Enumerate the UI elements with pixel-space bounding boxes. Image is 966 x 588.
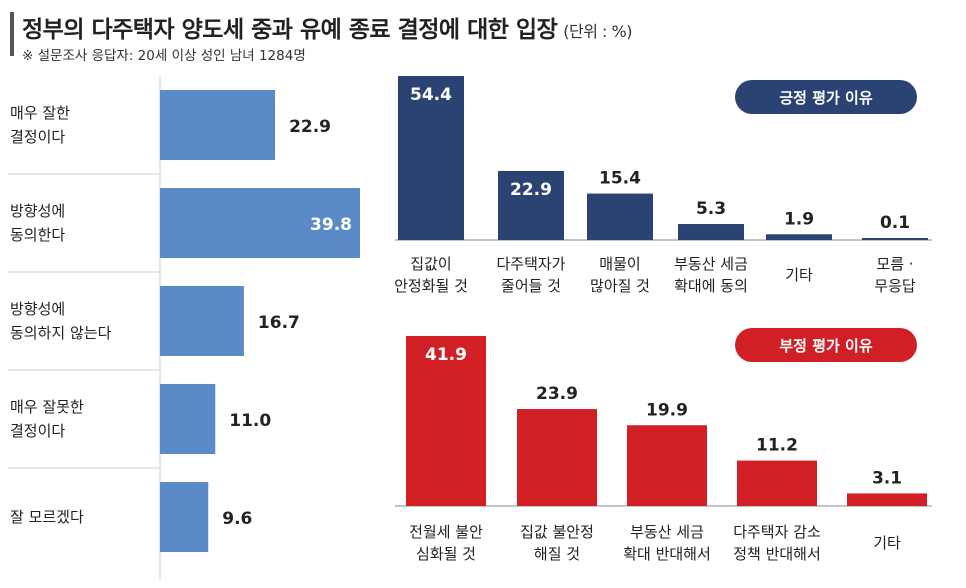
positive-title: 긍정 평가 이유 xyxy=(779,89,872,107)
left-value-label: 16.7 xyxy=(258,313,300,333)
positive-value-label: 5.3 xyxy=(696,199,726,219)
left-category-label: 방향성에 동의한다 xyxy=(10,202,65,244)
positive-category-label: 집값이 안정화될 것 xyxy=(394,255,468,295)
left-bar xyxy=(160,384,216,454)
positive-value-label: 54.4 xyxy=(410,85,452,105)
negative-category-label: 다주택자 감소 정책 반대해서 xyxy=(733,523,821,563)
negative-bar xyxy=(737,460,817,506)
positive-category-label: 매물이 많아질 것 xyxy=(590,255,650,295)
positive-category-label: 부동산 세금 확대에 동의 xyxy=(674,255,748,295)
positive-bar xyxy=(398,76,464,240)
negative-bar xyxy=(627,425,707,506)
left-bar xyxy=(160,482,209,552)
positive-bar xyxy=(678,224,744,240)
positive-bar xyxy=(498,170,564,240)
positive-bar xyxy=(766,234,832,240)
left-category-label: 매우 잘못한 결정이다 xyxy=(10,398,84,440)
negative-category-label: 전월세 불안 심화될 것 xyxy=(409,523,483,563)
negative-category-label: 집값 불안정 해질 것 xyxy=(520,523,594,563)
positive-title-pill xyxy=(735,80,917,114)
negative-value-label: 19.9 xyxy=(646,400,688,420)
left-category-label: 잘 모르겠다 xyxy=(10,508,84,526)
positive-category-label: 기타 xyxy=(785,266,813,284)
page-title: 정부의 다주택자 양도세 중과 유예 종료 결정에 대한 입장 (단위 : %) xyxy=(22,17,632,43)
negative-title: 부정 평가 이유 xyxy=(779,337,872,355)
positive-value-label: 15.4 xyxy=(599,169,641,189)
left-value-label: 11.0 xyxy=(229,411,271,431)
survey-note: ※ 설문조사 응답자: 20세 이상 성인 남녀 1284명 xyxy=(22,48,306,64)
negative-title-pill xyxy=(735,328,917,362)
positive-category-label: 모름 · 무응답 xyxy=(874,255,916,295)
positive-bar xyxy=(587,193,653,240)
negative-value-label: 23.9 xyxy=(536,384,578,404)
negative-bar xyxy=(847,493,927,506)
title-accent-bar xyxy=(10,12,14,56)
unit-label: (단위 : %) xyxy=(563,22,632,41)
positive-value-label: 0.1 xyxy=(880,213,910,233)
left-category-label: 매우 잘한 결정이다 xyxy=(10,104,70,146)
left-value-label: 9.6 xyxy=(222,509,252,529)
positive-value-label: 22.9 xyxy=(510,180,552,200)
negative-category-label: 기타 xyxy=(873,534,901,552)
positive-value-label: 1.9 xyxy=(784,209,814,229)
positive-bar xyxy=(862,238,928,240)
positive-category-label: 다주택자가 줄어들 것 xyxy=(496,255,565,295)
negative-value-label: 11.2 xyxy=(756,436,798,456)
left-bar xyxy=(160,286,244,356)
negative-category-label: 부동산 세금 확대 반대해서 xyxy=(623,523,711,563)
left-value-label: 39.8 xyxy=(310,215,352,235)
negative-bar xyxy=(517,409,597,506)
left-value-label: 22.9 xyxy=(289,117,331,137)
negative-value-label: 3.1 xyxy=(872,468,902,488)
header: 정부의 다주택자 양도세 중과 유예 종료 결정에 대한 입장 (단위 : %) … xyxy=(0,0,966,70)
left-category-label: 방향성에 동의하지 않는다 xyxy=(10,300,112,342)
negative-value-label: 41.9 xyxy=(425,345,467,365)
negative-bar xyxy=(406,336,486,506)
left-bar xyxy=(160,90,276,160)
left-bar xyxy=(160,188,360,258)
